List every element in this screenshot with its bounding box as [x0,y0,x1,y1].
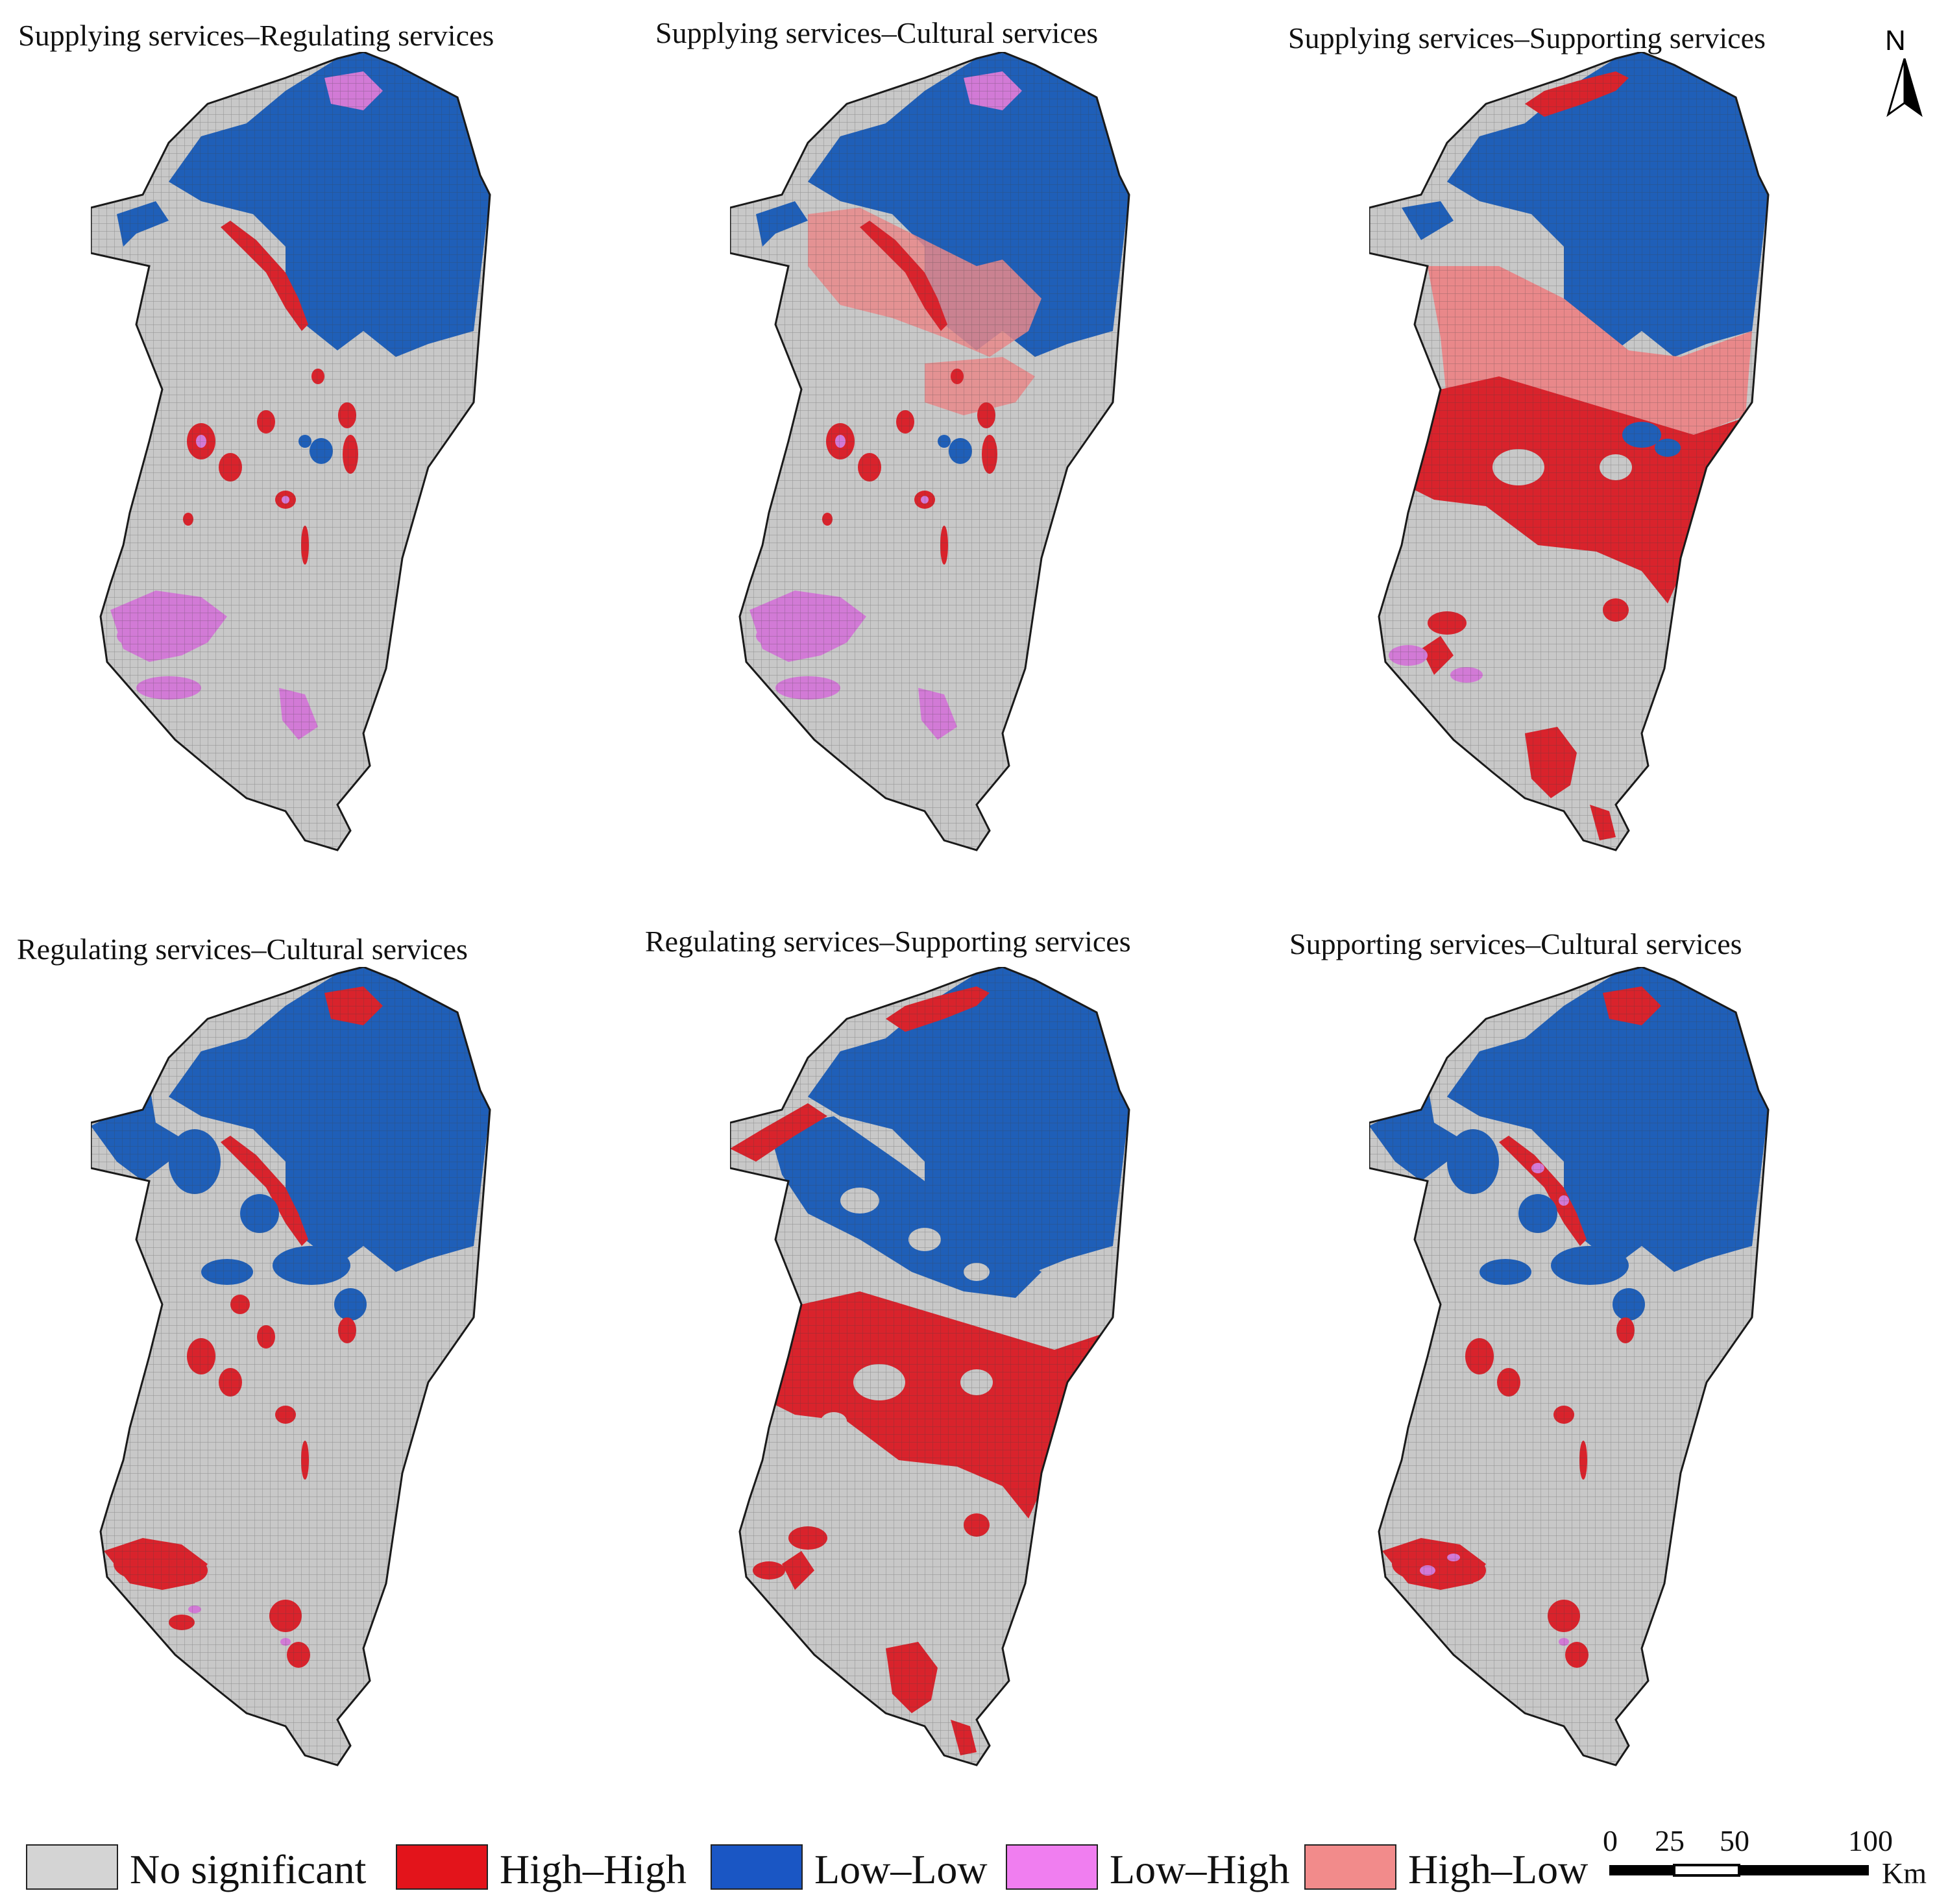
legend-label-high-high: High–High [500,1846,687,1892]
legend-swatch-high-low [1304,1844,1396,1890]
scale-tick-50: 50 [1720,1824,1749,1857]
legend-label-no-significant: No significant [130,1846,367,1892]
legend-swatch-no-significant [26,1844,118,1890]
map-panel-3 [1369,52,1770,851]
north-label: N [1885,25,1906,56]
scale-tick-25: 25 [1655,1824,1685,1857]
panel-title-1: Supplying services–Regulating services [18,19,494,52]
scale-bar-graphic [1609,1864,1869,1877]
map-panel-6 [1369,967,1770,1766]
legend-swatch-high-high [396,1844,488,1890]
map-panel-4 [91,967,491,1766]
legend-swatch-low-low [711,1844,803,1890]
map-panel-5 [730,967,1130,1766]
legend-label-low-low: Low–Low [814,1846,988,1892]
legend-label-high-low: High–Low [1408,1846,1589,1892]
panel-title-3: Supplying services–Supporting services [1288,21,1766,55]
scale-tick-0: 0 [1603,1824,1618,1857]
scale-unit: Km [1882,1857,1927,1890]
north-arrow-icon [1886,58,1923,117]
legend: No significant High–High Low–Low Low–Hig… [26,1842,1648,1894]
map-panel-2 [730,52,1130,851]
map-panel-1 [91,52,491,851]
scale-bar: 0 25 50 100 Km [1603,1824,1940,1895]
panel-title-2: Supplying services–Cultural services [655,16,1099,49]
panel-title-4: Regulating services–Cultural services [17,933,468,966]
legend-swatch-low-high [1006,1844,1098,1890]
panel-title-6: Supporting services–Cultural services [1289,927,1742,960]
scale-tick-100: 100 [1848,1824,1893,1857]
panel-title-5: Regulating services–Supporting services [645,925,1131,958]
legend-label-low-high: Low–High [1110,1846,1290,1892]
